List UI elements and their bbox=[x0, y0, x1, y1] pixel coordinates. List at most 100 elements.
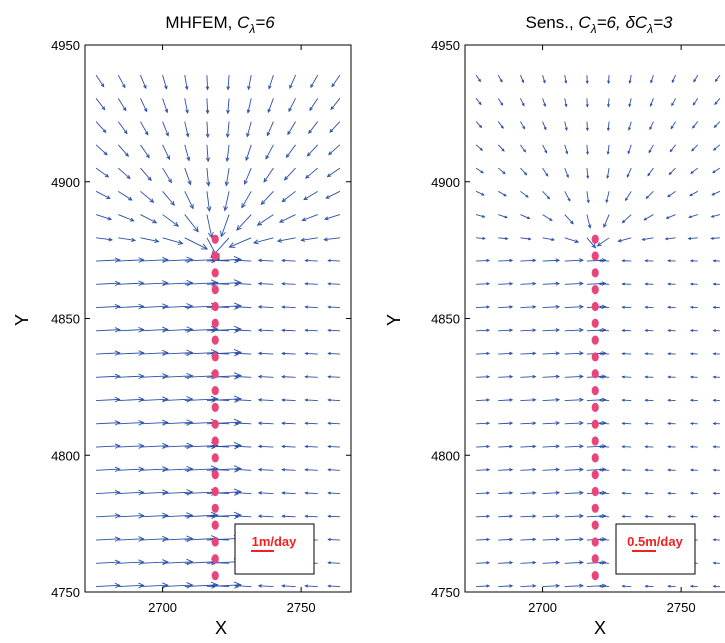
arrow-head bbox=[331, 83, 335, 88]
arrow-shaft bbox=[235, 585, 252, 587]
velocity-arrow bbox=[691, 144, 699, 152]
velocity-arrow bbox=[184, 144, 191, 162]
arrow-shaft bbox=[301, 237, 318, 241]
arrow-head bbox=[114, 373, 121, 380]
velocity-arrow bbox=[162, 349, 194, 357]
left-panel-title: MHFEM, Cλ=6 bbox=[165, 13, 275, 36]
velocity-arrow bbox=[476, 351, 491, 356]
velocity-arrow bbox=[650, 74, 654, 84]
arrow-head bbox=[532, 258, 537, 263]
arrow-head bbox=[305, 174, 310, 179]
arrow-head bbox=[114, 280, 121, 287]
velocity-arrow bbox=[598, 445, 610, 449]
arrow-shaft bbox=[520, 121, 526, 129]
velocity-arrow bbox=[598, 375, 610, 379]
velocity-arrow bbox=[598, 421, 610, 425]
arrow-head bbox=[499, 79, 503, 83]
velocity-arrow bbox=[542, 328, 561, 333]
velocity-arrow bbox=[206, 168, 211, 187]
velocity-arrow bbox=[118, 257, 145, 263]
arrow-head bbox=[162, 466, 169, 473]
velocity-arrow bbox=[327, 375, 340, 379]
velocity-arrow bbox=[475, 74, 481, 83]
velocity-arrow bbox=[476, 444, 491, 449]
arrow-shaft bbox=[564, 237, 579, 243]
velocity-arrow bbox=[497, 167, 506, 175]
velocity-arrow bbox=[598, 468, 610, 472]
arrow-shaft bbox=[96, 375, 120, 378]
velocity-arrow bbox=[95, 214, 113, 221]
velocity-arrow bbox=[598, 491, 610, 495]
arrow-shaft bbox=[118, 422, 144, 425]
velocity-arrow bbox=[140, 214, 158, 224]
arrow-head bbox=[644, 422, 648, 425]
velocity-arrow bbox=[689, 282, 698, 286]
arrow-shaft bbox=[520, 329, 536, 332]
velocity-arrow bbox=[692, 98, 699, 106]
well-point bbox=[211, 520, 219, 530]
arrow-head bbox=[564, 127, 568, 131]
arrow-head bbox=[281, 197, 287, 203]
arrow-head bbox=[667, 329, 671, 333]
velocity-arrow bbox=[234, 351, 252, 356]
arrow-head bbox=[245, 156, 250, 162]
velocity-arrow bbox=[162, 256, 194, 264]
velocity-arrow bbox=[325, 190, 341, 199]
y-tick-label: 4750 bbox=[51, 585, 80, 600]
velocity-arrow bbox=[712, 515, 720, 519]
velocity-arrow bbox=[267, 98, 274, 114]
arrow-shaft bbox=[693, 74, 699, 82]
right-ylabel: Y bbox=[384, 314, 404, 326]
velocity-arrow bbox=[607, 75, 611, 85]
arrow-shaft bbox=[118, 561, 144, 564]
velocity-arrow bbox=[710, 236, 720, 240]
arrow-head bbox=[304, 375, 309, 379]
arrow-head bbox=[327, 584, 331, 588]
arrow-shaft bbox=[305, 283, 318, 285]
velocity-arrow bbox=[281, 282, 296, 286]
velocity-arrow bbox=[118, 466, 145, 473]
arrow-head bbox=[644, 305, 648, 309]
arrow-head bbox=[304, 444, 309, 449]
arrow-shaft bbox=[266, 121, 274, 136]
velocity-arrow bbox=[304, 444, 318, 449]
velocity-arrow bbox=[289, 74, 296, 89]
arrow-head bbox=[626, 174, 630, 178]
arrow-shaft bbox=[303, 190, 318, 201]
velocity-arrow bbox=[475, 144, 484, 151]
velocity-arrow bbox=[184, 98, 189, 114]
arrow-head bbox=[104, 173, 110, 178]
well-point bbox=[211, 268, 219, 278]
velocity-arrow bbox=[246, 121, 252, 138]
arrow-shaft bbox=[184, 237, 208, 250]
arrow-shaft bbox=[140, 305, 168, 309]
velocity-arrow bbox=[665, 214, 676, 219]
arrow-head bbox=[621, 491, 625, 495]
velocity-arrow bbox=[117, 167, 131, 180]
velocity-arrow bbox=[96, 513, 121, 519]
velocity-arrow bbox=[304, 328, 318, 332]
velocity-arrow bbox=[712, 375, 720, 379]
velocity-arrow bbox=[304, 258, 318, 263]
velocity-arrow bbox=[210, 583, 230, 588]
arrow-head bbox=[644, 352, 648, 356]
arrow-head bbox=[621, 259, 625, 263]
velocity-arrow bbox=[476, 305, 491, 309]
arrow-shaft bbox=[258, 352, 274, 355]
arrow-head bbox=[226, 86, 231, 91]
velocity-arrow bbox=[564, 98, 568, 108]
arrow-head bbox=[598, 468, 602, 472]
velocity-arrow bbox=[234, 421, 252, 426]
arrow-shaft bbox=[305, 492, 318, 494]
velocity-arrow bbox=[667, 375, 676, 379]
velocity-arrow bbox=[498, 328, 514, 332]
arrow-head bbox=[327, 491, 331, 495]
arrow-head bbox=[206, 206, 212, 212]
arrow-head bbox=[628, 103, 632, 108]
arrow-head bbox=[712, 282, 716, 286]
arrow-head bbox=[712, 329, 716, 333]
arrow-shaft bbox=[118, 491, 144, 494]
velocity-arrow bbox=[327, 398, 340, 402]
arrow-head bbox=[524, 172, 528, 176]
arrow-shaft bbox=[140, 237, 159, 242]
